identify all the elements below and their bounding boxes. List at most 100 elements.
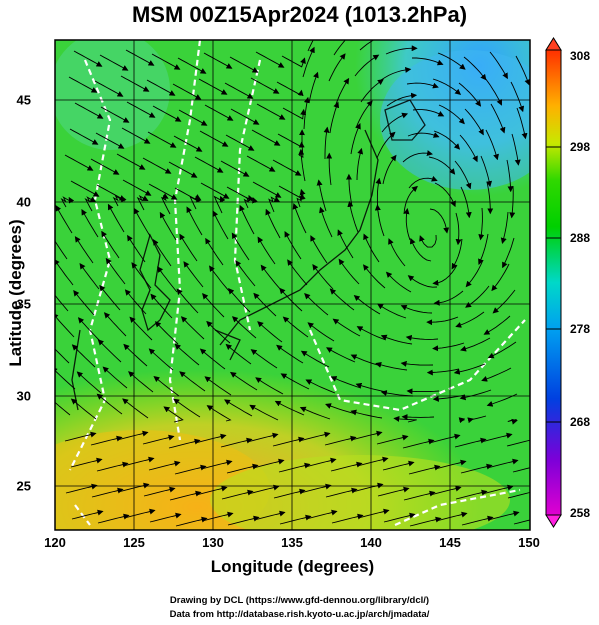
streamline (81, 209, 99, 238)
streamline (316, 179, 327, 212)
streamline (403, 490, 436, 501)
streamline (131, 262, 152, 289)
streamline (55, 258, 74, 286)
streamline (310, 235, 328, 264)
streamline (279, 514, 312, 525)
streamline (419, 234, 437, 248)
credit-drawing: Drawing by DCL (https://www.gfd-dennou.o… (169, 595, 430, 606)
streamline (412, 57, 444, 66)
streamline (506, 439, 530, 447)
streamline (173, 135, 203, 152)
streamline (463, 56, 487, 81)
streamline (179, 233, 198, 262)
streamline (143, 486, 176, 497)
streamline (174, 464, 207, 475)
streamline (227, 515, 260, 526)
streamline (280, 373, 310, 390)
streamline (400, 360, 434, 367)
streamline (308, 71, 319, 104)
streamline (432, 78, 462, 95)
streamline (331, 513, 364, 524)
streamline (374, 204, 385, 237)
streamline (376, 434, 409, 445)
x-tick-label: 130 (202, 535, 224, 550)
streamline (150, 293, 173, 319)
streamline (511, 133, 521, 166)
streamline (362, 264, 386, 289)
streamline (163, 406, 184, 423)
colorbar-tick-label: 268 (570, 415, 591, 429)
streamline (385, 45, 418, 55)
credit-data: Data from http://database.rish.kyoto-u.a… (169, 609, 430, 620)
streamline (154, 321, 179, 345)
streamline (480, 155, 493, 188)
streamline (194, 156, 224, 173)
streamline (126, 101, 156, 118)
streamline (454, 437, 487, 448)
colorbar-min-triangle (545, 514, 562, 528)
streamline (55, 294, 69, 312)
streamline (230, 108, 260, 125)
streamline (199, 130, 229, 147)
streamline (272, 159, 302, 176)
streamline (393, 415, 417, 423)
streamline (304, 292, 329, 316)
streamline (459, 134, 478, 163)
streamline (515, 55, 530, 86)
streamline (381, 112, 409, 133)
streamline (478, 233, 489, 266)
streamline (329, 101, 340, 134)
streamline (347, 200, 359, 233)
streamline (455, 489, 488, 500)
streamline (467, 415, 487, 424)
streamline (175, 516, 208, 527)
streamline (304, 457, 337, 468)
streamline (121, 127, 151, 144)
streamline (157, 266, 178, 293)
streamline (99, 284, 121, 311)
streamline (350, 430, 383, 441)
streamline (229, 56, 259, 73)
streamline (189, 194, 202, 210)
streamline (350, 409, 383, 419)
streamline (402, 438, 435, 449)
streamline (405, 334, 439, 341)
streamline (332, 318, 361, 337)
colorbar-tick-label: 258 (570, 506, 591, 520)
streamline (454, 160, 472, 190)
streamline (148, 183, 178, 200)
streamline (96, 461, 129, 472)
streamline (255, 51, 285, 68)
streamline (428, 156, 456, 175)
streamline (55, 348, 70, 364)
y-tick-label: 35 (16, 296, 31, 312)
streamline (124, 289, 147, 315)
streamline (375, 361, 408, 371)
streamline (437, 52, 466, 70)
streamline (246, 432, 279, 443)
streamline (252, 458, 285, 469)
streamline (483, 315, 511, 335)
streamline (382, 460, 415, 471)
streamline (168, 161, 198, 178)
streamline (377, 303, 407, 319)
streamline (112, 195, 127, 207)
streamline (160, 193, 171, 215)
streamline (356, 147, 364, 181)
streamline (403, 208, 411, 241)
streamline (408, 175, 438, 189)
streamline (148, 460, 181, 471)
streamline (99, 54, 129, 71)
streamline (116, 153, 146, 170)
y-tick-label: 25 (16, 478, 31, 494)
streamline (100, 106, 130, 123)
colorbar-tick-label: 278 (570, 322, 591, 336)
streamline (225, 134, 255, 151)
streamline (276, 344, 304, 364)
streamline (142, 157, 172, 174)
streamline (426, 316, 459, 326)
streamline (325, 487, 358, 498)
streamline (278, 462, 311, 473)
streamline (201, 511, 234, 522)
